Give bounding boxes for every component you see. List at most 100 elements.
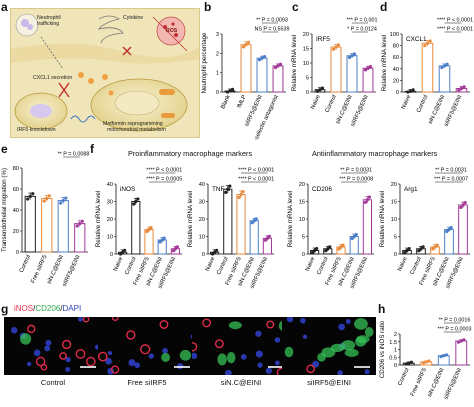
y-tick-label: 80	[13, 166, 19, 172]
nucleus	[364, 369, 370, 375]
bar	[249, 220, 259, 255]
nucleus	[26, 361, 32, 367]
cd206-cell	[317, 352, 326, 362]
data-point	[404, 362, 408, 366]
y-tick-label: 1	[394, 348, 397, 354]
bar	[455, 340, 468, 366]
y-tick-label: 20	[299, 182, 305, 188]
bar	[272, 65, 284, 93]
data-point	[428, 39, 432, 43]
category-label: Control	[409, 256, 422, 275]
y-tick-label: 0	[394, 363, 397, 369]
data-point	[449, 225, 453, 230]
data-point	[136, 197, 140, 201]
data-point	[439, 354, 443, 359]
significance-label: **** P < 0.0001	[437, 27, 473, 33]
data-point	[252, 219, 256, 223]
caption-free-siirf5: Free siIRF5	[127, 378, 167, 387]
cd206-cell	[228, 321, 242, 330]
data-point	[459, 339, 463, 343]
cd206-cell	[364, 327, 374, 338]
caption-siirf5-eini: siIRF5@EINI	[307, 378, 351, 387]
data-point	[64, 196, 68, 200]
data-point	[173, 247, 177, 251]
y-axis-label: Relative mRNA level	[187, 191, 194, 247]
y-tick-label: 5	[394, 235, 397, 241]
data-point	[427, 359, 431, 363]
data-point	[175, 245, 180, 249]
inos-cell	[159, 319, 169, 329]
chart-title: TNF-α	[212, 186, 231, 193]
bar	[256, 57, 268, 93]
y-axis-label: Relative mRNA level	[379, 191, 386, 247]
schematic-text-cytokine: Cytokine	[123, 15, 144, 21]
data-point	[228, 89, 232, 93]
data-point	[26, 197, 30, 201]
nucleus	[255, 330, 262, 337]
y-tick-label: 10	[107, 235, 113, 241]
category-label: Control	[397, 367, 410, 386]
y-tick-label: 0	[396, 90, 399, 96]
chart-cd206: Relative mRNA level 0 5 10 15 20 CD206 Naive Con…	[287, 168, 374, 290]
y-tick-label: 100	[390, 32, 399, 38]
data-point	[459, 86, 464, 91]
category-label: Control	[216, 256, 229, 275]
data-point	[419, 247, 423, 251]
data-point	[80, 219, 84, 223]
significance-label: * P = 0.0124	[347, 27, 377, 33]
category-label: Free siIRF5	[30, 254, 48, 284]
inos-cell	[266, 320, 275, 329]
cd206-cell	[217, 353, 227, 366]
cd206-cell	[341, 340, 356, 351]
y-tick-label: 0	[16, 250, 19, 256]
nucleus	[224, 369, 232, 375]
inos-cell	[140, 344, 151, 355]
data-point	[244, 43, 248, 47]
chart-irf5: Relative mRNA level 0 5 10 15 20 IRF5 Naive Cont…	[291, 18, 377, 128]
y-tick-label: 15	[391, 200, 397, 206]
legend-sep: /	[60, 304, 63, 313]
bar	[74, 223, 86, 253]
significance-label: **** P < 0.0001	[437, 18, 473, 24]
schematic-diagram: Neutrophil trafficking Cytokine ROS CXCL…	[10, 8, 200, 138]
panel-label-c: c	[292, 0, 299, 14]
data-point	[406, 90, 410, 94]
nucleus	[45, 339, 52, 346]
data-point	[246, 40, 251, 44]
y-tick-label: 20	[13, 229, 19, 235]
y-tick-label: 0	[302, 252, 305, 258]
category-label: Naive	[310, 94, 322, 110]
data-point	[262, 54, 267, 59]
data-point	[457, 88, 461, 92]
y-tick-label: 20	[199, 217, 205, 223]
legend-dapi: DAPI	[62, 304, 82, 313]
data-point	[440, 65, 444, 70]
bar	[346, 55, 358, 93]
data-point	[273, 65, 278, 70]
y-tick-label: 5	[306, 76, 309, 82]
y-tick-label: 0.5	[389, 355, 397, 361]
data-point	[462, 338, 466, 342]
chart-cd206-vs-inos: CD206 vs iNOS ratio 0 0.51 1.5 2 Control Free …	[379, 318, 471, 401]
category-label: Naive	[397, 256, 409, 272]
nucleus	[107, 351, 113, 356]
bar	[438, 65, 451, 93]
significance-label: *** P = 0.0007	[434, 177, 468, 183]
panel-label-b: b	[204, 0, 212, 14]
inos-cell	[61, 339, 72, 350]
data-point	[336, 43, 341, 47]
data-point	[456, 340, 461, 344]
data-point	[444, 353, 449, 357]
y-axis-label: Relative mRNA level	[291, 35, 298, 91]
panel-label-g: g	[1, 302, 9, 316]
data-point	[267, 234, 272, 238]
chart-title: IRF5	[316, 36, 330, 43]
nucleus	[177, 362, 184, 370]
y-tick-label: 2	[216, 51, 219, 57]
data-point	[339, 245, 343, 249]
data-point	[239, 192, 243, 197]
cd206-cell	[226, 351, 236, 364]
data-point	[171, 249, 175, 253]
schematic-text-mito: mitochondrial metabolism	[107, 127, 166, 133]
data-point	[445, 229, 449, 234]
